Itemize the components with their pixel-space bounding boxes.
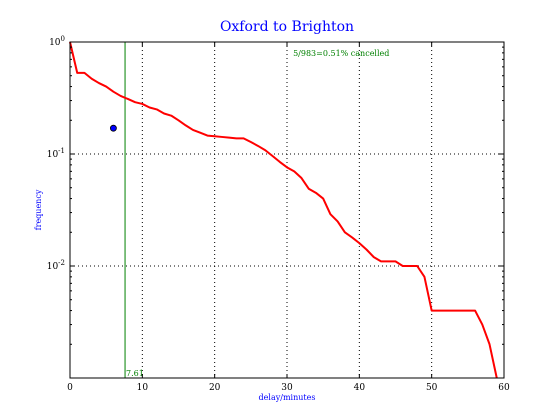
y-axis-label: frequency bbox=[34, 189, 43, 230]
x-axis-label: delay/minutes bbox=[259, 393, 316, 402]
vline-label: 7.61 bbox=[126, 369, 144, 378]
grid bbox=[70, 42, 504, 378]
x-tick-label: 60 bbox=[498, 383, 510, 393]
tick-labels: 0 10 20 30 40 50 60 10-2 10-1 100 bbox=[47, 35, 510, 393]
annotation-layer: 5/983=0.51% cancelled 7.61 bbox=[126, 49, 389, 378]
x-tick-label: 0 bbox=[67, 383, 73, 393]
chart-title: Oxford to Brighton bbox=[220, 19, 354, 35]
ticks bbox=[69, 41, 505, 378]
x-tick-label: 40 bbox=[354, 383, 366, 393]
x-tick-label: 20 bbox=[209, 383, 221, 393]
y-tick-label: 100 bbox=[49, 35, 65, 48]
series-layer bbox=[69, 41, 498, 379]
x-tick-label: 10 bbox=[137, 383, 149, 393]
series-line bbox=[69, 41, 498, 379]
cancel-annotation: 5/983=0.51% cancelled bbox=[293, 49, 389, 58]
y-tick-label: 10-2 bbox=[47, 259, 65, 272]
x-tick-label: 50 bbox=[426, 383, 438, 393]
y-tick-label: 10-1 bbox=[47, 147, 65, 160]
data-point bbox=[110, 124, 117, 132]
x-tick-label: 30 bbox=[281, 383, 293, 393]
